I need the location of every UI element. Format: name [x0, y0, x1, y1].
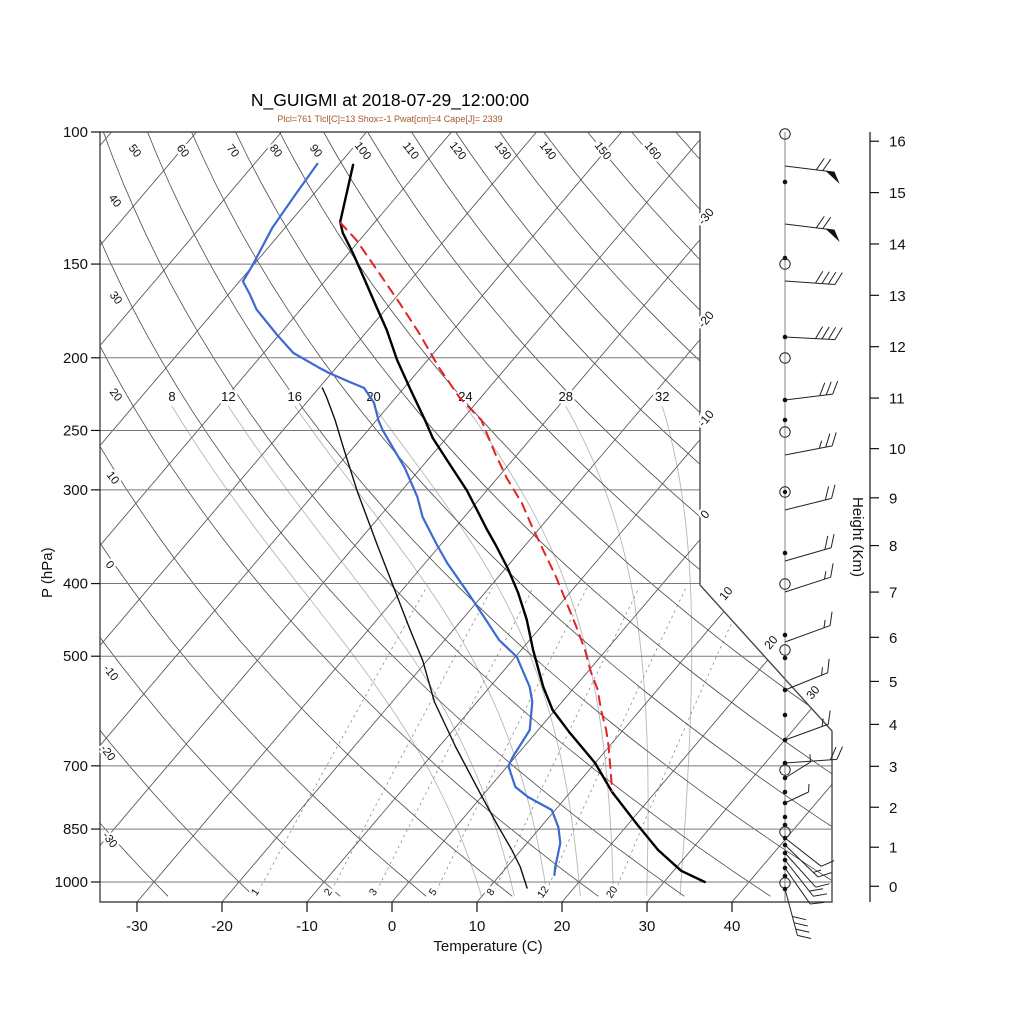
svg-text:14: 14 — [889, 236, 906, 253]
svg-text:8: 8 — [168, 389, 175, 404]
svg-text:2: 2 — [889, 800, 897, 817]
svg-text:5: 5 — [427, 886, 440, 898]
svg-text:60: 60 — [174, 142, 191, 159]
svg-text:6: 6 — [889, 630, 897, 647]
svg-text:12: 12 — [221, 389, 235, 404]
svg-text:4: 4 — [889, 717, 897, 734]
svg-text:100: 100 — [352, 140, 373, 163]
svg-text:11: 11 — [889, 391, 905, 408]
svg-text:10: 10 — [889, 441, 906, 458]
svg-text:32: 32 — [655, 389, 669, 404]
svg-text:8: 8 — [484, 886, 497, 898]
svg-text:10: 10 — [104, 469, 121, 486]
svg-text:1: 1 — [889, 840, 897, 857]
svg-text:200: 200 — [63, 350, 88, 367]
svg-text:12: 12 — [889, 339, 906, 356]
svg-text:20: 20 — [761, 633, 781, 652]
svg-text:2: 2 — [322, 886, 335, 898]
svg-text:12: 12 — [535, 884, 552, 901]
temperature-curve — [339, 163, 706, 884]
svg-text:1: 1 — [249, 886, 262, 898]
mixing-ratio-lines — [255, 587, 749, 897]
svg-text:24: 24 — [458, 389, 472, 404]
svg-text:70: 70 — [224, 142, 241, 159]
temperature-axis: -30 -20 -10 0 10 20 30 40 — [126, 902, 740, 935]
temperature-axis-title: Temperature (C) — [433, 938, 543, 955]
svg-text:-10: -10 — [296, 918, 318, 935]
svg-text:20: 20 — [604, 884, 621, 901]
svg-text:850: 850 — [63, 821, 88, 838]
svg-text:10: 10 — [469, 918, 486, 935]
svg-text:3: 3 — [367, 886, 380, 898]
svg-text:500: 500 — [63, 648, 88, 665]
svg-text:160: 160 — [642, 140, 663, 163]
pressure-axis: 100 150 200 250 300 400 500 700 850 1000 — [55, 124, 100, 891]
svg-text:30: 30 — [639, 918, 656, 935]
svg-text:16: 16 — [889, 134, 906, 151]
svg-text:0: 0 — [889, 879, 897, 896]
pressure-axis-title: P (hPa) — [39, 547, 56, 598]
svg-text:30: 30 — [803, 683, 823, 702]
svg-text:10: 10 — [716, 584, 736, 603]
moist-adiabat-lines — [171, 405, 693, 897]
svg-text:30: 30 — [107, 289, 124, 306]
svg-text:400: 400 — [63, 576, 88, 593]
svg-text:-10: -10 — [101, 663, 121, 683]
svg-text:8: 8 — [889, 538, 897, 555]
svg-text:300: 300 — [63, 482, 88, 499]
svg-text:20: 20 — [107, 386, 124, 403]
chart-title: N_GUIGMI at 2018-07-29_12:00:00 — [250, 90, 530, 110]
svg-text:130: 130 — [492, 140, 513, 163]
svg-text:-20: -20 — [695, 308, 717, 331]
svg-text:16: 16 — [288, 389, 302, 404]
svg-text:150: 150 — [63, 256, 88, 273]
svg-text:20: 20 — [366, 389, 380, 404]
parcel-curve — [339, 221, 614, 792]
dewpoint-curve — [241, 162, 562, 877]
svg-text:50: 50 — [126, 142, 143, 159]
wind-barbs — [779, 128, 844, 940]
svg-text:28: 28 — [559, 389, 573, 404]
svg-text:120: 120 — [447, 140, 468, 163]
svg-text:0: 0 — [103, 559, 116, 571]
svg-text:80: 80 — [267, 142, 284, 159]
svg-text:140: 140 — [537, 140, 558, 163]
svg-text:40: 40 — [724, 918, 741, 935]
isobar-lines — [100, 131, 832, 883]
svg-text:20: 20 — [554, 918, 571, 935]
svg-text:40: 40 — [106, 192, 123, 209]
svg-text:1000: 1000 — [55, 874, 88, 891]
aux-curve — [321, 387, 528, 889]
svg-text:13: 13 — [889, 288, 906, 305]
svg-text:0: 0 — [388, 918, 396, 935]
svg-text:7: 7 — [889, 585, 897, 602]
svg-text:15: 15 — [889, 185, 906, 202]
svg-text:-20: -20 — [211, 918, 233, 935]
svg-text:5: 5 — [889, 674, 897, 691]
svg-text:9: 9 — [889, 490, 897, 507]
svg-text:-30: -30 — [695, 205, 717, 228]
svg-text:3: 3 — [889, 759, 897, 776]
svg-text:110: 110 — [400, 140, 421, 162]
chart-subtitle: Plcl=761 Tlcl[C]=13 Shox=-1 Pwat[cm]=4 C… — [277, 114, 503, 124]
svg-text:90: 90 — [307, 142, 324, 159]
height-axis-title: Height (Km) — [849, 497, 866, 578]
svg-text:250: 250 — [63, 422, 88, 439]
svg-text:-30: -30 — [126, 918, 148, 935]
svg-text:100: 100 — [63, 124, 88, 141]
plot-border — [99, 131, 833, 903]
svg-text:-30: -30 — [100, 830, 120, 850]
svg-text:700: 700 — [63, 758, 88, 775]
